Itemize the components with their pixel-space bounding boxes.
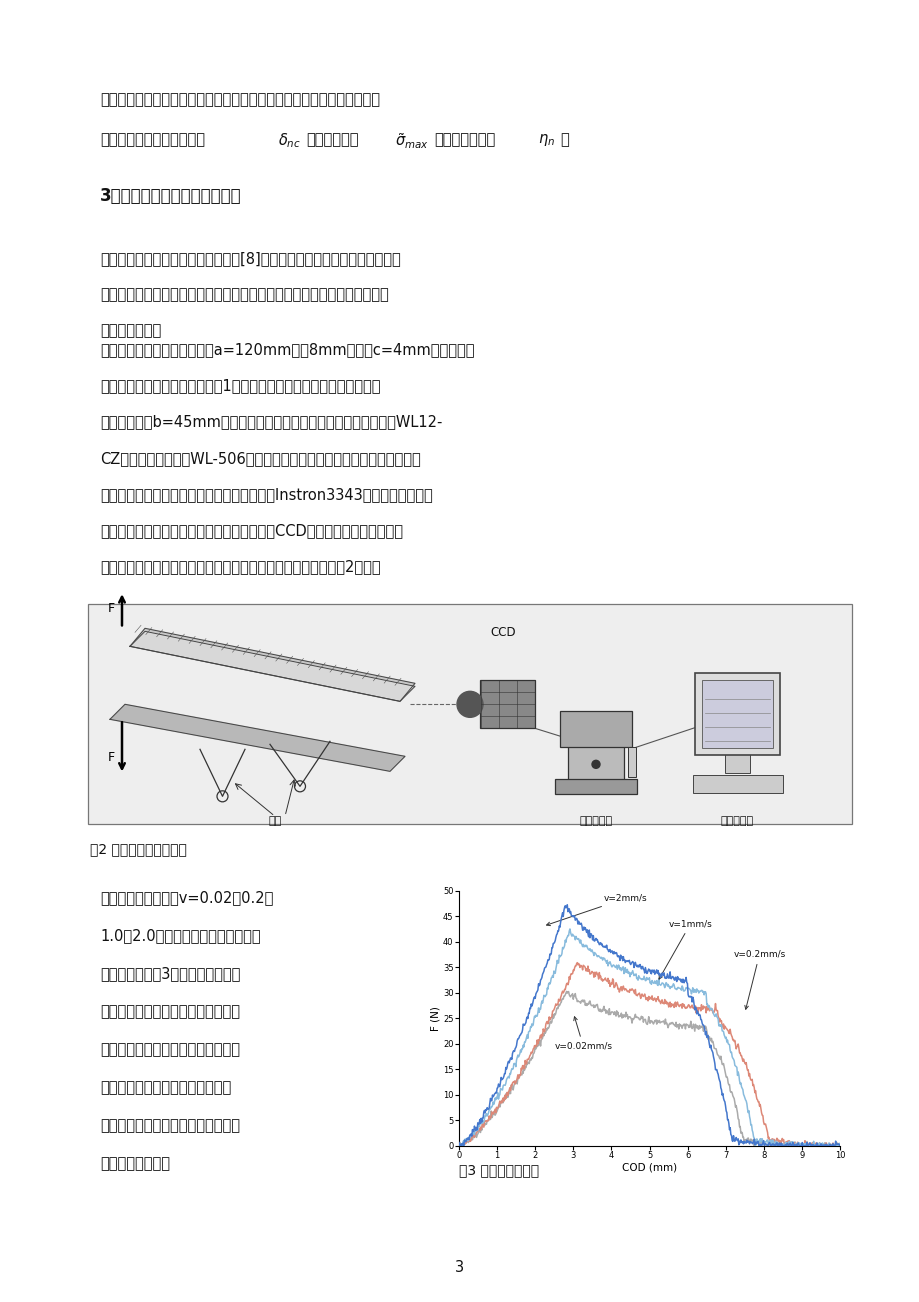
Text: v=0.02mm/s: v=0.02mm/s — [554, 1017, 612, 1051]
Text: 接构成，其几何形状和尺寸如图1所示，在试件一段的粘接表面加入脱模: 接构成，其几何形状和尺寸如图1所示，在试件一段的粘接表面加入脱模 — [100, 379, 380, 393]
Text: 光源: 光源 — [268, 815, 281, 825]
Text: 3: 3 — [455, 1259, 464, 1275]
Text: ，强度极限，: ，强度极限， — [306, 132, 358, 147]
Text: F: F — [108, 602, 115, 615]
Text: 势，这就为考虑时间相关的界面性能: 势，这就为考虑时间相关的界面性能 — [100, 1118, 240, 1133]
Text: 设计双悬臂梁粘接结构单向拉伸实验[8]，实时记录粘接件的界面受单向拉伸: 设计双悬臂梁粘接结构单向拉伸实验[8]，实时记录粘接件的界面受单向拉伸 — [100, 251, 401, 266]
Polygon shape — [110, 704, 404, 771]
Polygon shape — [130, 629, 414, 702]
Text: 图2 实验用图像采集系统: 图2 实验用图像采集系统 — [90, 842, 187, 857]
X-axis label: COD (mm): COD (mm) — [621, 1163, 676, 1173]
Text: 3双悬臂梁粘接件单向拉伸实验: 3双悬臂梁粘接件单向拉伸实验 — [100, 187, 242, 204]
Text: 作用时的界面破坏变形信息，为进一步识别真实结构的界面参量提供真实的: 作用时的界面破坏变形信息，为进一步识别真实结构的界面参量提供真实的 — [100, 286, 389, 302]
Circle shape — [457, 691, 482, 717]
Text: 剂，预制长为b=45mm的裂纹。被粘物的材料选用工业上广泛应用的WL12-: 剂，预制长为b=45mm的裂纹。被粘物的材料选用工业上广泛应用的WL12- — [100, 414, 442, 430]
Text: 1.0和2.0进行加载时，记录得到的载: 1.0和2.0进行加载时，记录得到的载 — [100, 928, 260, 944]
Polygon shape — [130, 631, 414, 702]
Text: 明随着加载速率的增加最大载荷值有: 明随着加载速率的增加最大载荷值有 — [100, 1004, 240, 1019]
Text: $\tilde{\sigma}_{max}$: $\tilde{\sigma}_{max}$ — [395, 132, 429, 151]
Bar — [480, 681, 535, 728]
Text: 间相关的，且界面能也有增大的趋: 间相关的，且界面能也有增大的趋 — [100, 1081, 231, 1095]
Bar — [567, 745, 623, 781]
Text: CZ材料。粘接剂选用WL-506胶，在粘接前需要对被粘表面进行预处理。文: CZ材料。粘接剂选用WL-506胶，在粘接前需要对被粘表面进行预处理。文 — [100, 450, 420, 466]
Text: $\eta_n$: $\eta_n$ — [538, 132, 554, 147]
Text: ，及粘性系数，: ，及粘性系数， — [434, 132, 495, 147]
Text: v=2mm/s: v=2mm/s — [546, 894, 647, 926]
Text: 荷位移曲线如图3所示。实验结果表: 荷位移曲线如图3所示。实验结果表 — [100, 966, 240, 982]
Text: 表征提供了依据。: 表征提供了依据。 — [100, 1156, 170, 1172]
Text: v=1mm/s: v=1mm/s — [658, 919, 711, 979]
Text: F: F — [108, 751, 115, 764]
Bar — [628, 747, 635, 777]
Text: 量，即界面拉伸分离强度，: 量，即界面拉伸分离强度， — [100, 132, 205, 147]
Bar — [692, 775, 782, 793]
Text: 增大的趋势，进而表明粘接界面是时: 增大的趋势，进而表明粘接界面是时 — [100, 1043, 240, 1057]
Bar — [88, 604, 851, 824]
Text: 图3 载荷位移曲线图: 图3 载荷位移曲线图 — [459, 1164, 539, 1177]
Text: 双悬臂梁试件此试件由两块长a=120mm，宽8mm，厚为c=4mm的被粘物粘: 双悬臂梁试件此试件由两块长a=120mm，宽8mm，厚为c=4mm的被粘物粘 — [100, 342, 474, 357]
Text: 当试验机分别以速率v=0.02，0.2，: 当试验机分别以速率v=0.02，0.2， — [100, 891, 273, 906]
Text: 实验参照信息。: 实验参照信息。 — [100, 323, 161, 339]
Text: 控制计算机: 控制计算机 — [720, 815, 754, 825]
Bar — [554, 780, 636, 794]
Text: 中采用栅线法记录界面处的变形与失效信息。Instron3343电子万能试验机以: 中采用栅线法记录界面处的变形与失效信息。Instron3343电子万能试验机以 — [100, 487, 432, 503]
Bar — [701, 681, 772, 749]
Text: 三维移动台: 三维移动台 — [579, 815, 612, 825]
Text: CCD: CCD — [490, 626, 516, 639]
Y-axis label: F (N): F (N) — [430, 1005, 439, 1031]
Text: 因此，仅法向承载的新的考虑时间相关的界面本构模型中，有三个界面参: 因此，仅法向承载的新的考虑时间相关的界面本构模型中，有三个界面参 — [100, 92, 380, 107]
Bar — [694, 673, 779, 755]
Bar — [724, 754, 749, 773]
Text: 试场范围内的局部界面失效信息。实验采用的图像采集系统如图2所示。: 试场范围内的局部界面失效信息。实验采用的图像采集系统如图2所示。 — [100, 560, 380, 574]
Text: $\delta_{nc}$: $\delta_{nc}$ — [278, 132, 301, 150]
Circle shape — [591, 760, 599, 768]
Text: 一定速率进行加载，相应的载荷速率作用下，CCD等图像采集系统记录一定: 一定速率进行加载，相应的载荷速率作用下，CCD等图像采集系统记录一定 — [100, 523, 403, 538]
Text: v=0.2mm/s: v=0.2mm/s — [732, 950, 785, 1009]
Bar — [560, 711, 631, 747]
Text: 。: 。 — [560, 132, 568, 147]
